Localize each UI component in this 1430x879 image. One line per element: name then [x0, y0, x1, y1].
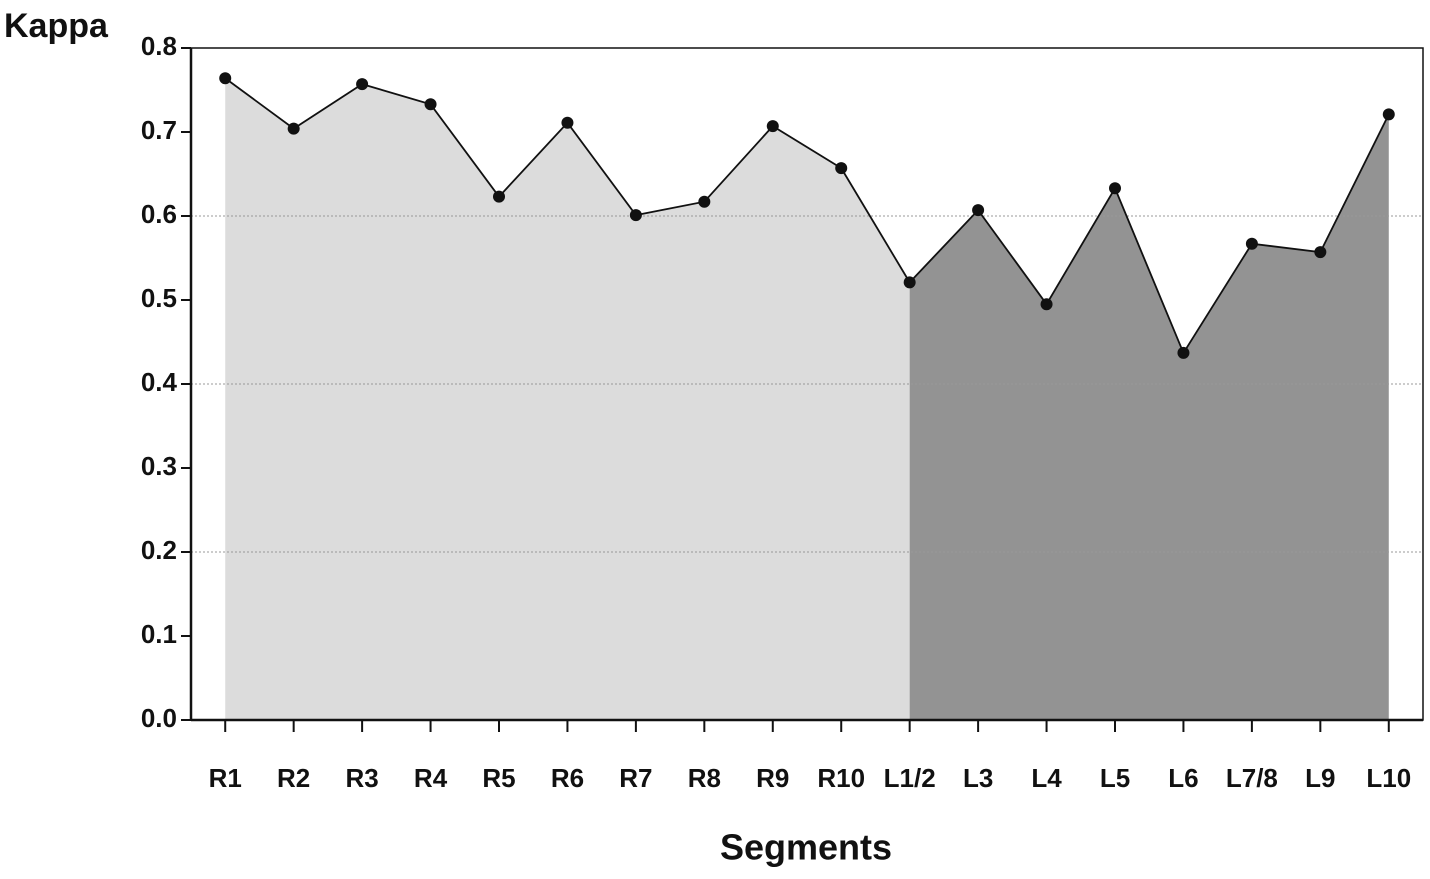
marker: [1245, 237, 1258, 250]
y-tick-label: 0.7: [141, 115, 177, 145]
x-tick-label: L4: [1031, 763, 1062, 793]
x-tick-label: R6: [551, 763, 584, 793]
connector: [840, 167, 911, 283]
y-tick-label: 0.4: [141, 367, 178, 397]
marker: [698, 195, 711, 208]
x-tick-label: R10: [817, 763, 865, 793]
y-tick-label: 0.6: [141, 199, 177, 229]
marker: [903, 276, 916, 289]
marker: [287, 122, 300, 135]
x-tick-label: L7/8: [1226, 763, 1278, 793]
marker: [219, 72, 232, 85]
x-tick-label: L10: [1366, 763, 1411, 793]
x-tick-label: R9: [756, 763, 789, 793]
line: [224, 77, 842, 217]
marker: [1040, 298, 1053, 311]
x-tick-label: R1: [209, 763, 242, 793]
marker: [561, 116, 574, 129]
x-tick-label: R3: [345, 763, 378, 793]
marker: [1109, 182, 1121, 195]
x-axis-label: Segments: [720, 827, 892, 868]
y-tick-label: 0.8: [141, 31, 177, 61]
marker: [1177, 346, 1190, 359]
marker: [835, 162, 848, 175]
marker: [356, 78, 369, 91]
x-tick-label: L1/2: [884, 763, 936, 793]
area: [225, 78, 910, 721]
y-tick-label: 0.3: [141, 451, 177, 481]
x-tick-label: L9: [1305, 763, 1335, 793]
marker: [972, 204, 985, 217]
marker: [1314, 246, 1327, 259]
y-tick-label: 0.2: [141, 535, 177, 565]
marker: [493, 190, 505, 203]
x-tick-label: R5: [482, 763, 515, 793]
marker: [766, 120, 779, 133]
y-tick-label: 0.1: [141, 619, 177, 649]
line: [909, 113, 1390, 355]
x-tick-label: R4: [414, 763, 448, 793]
y-tick-label: 0.0: [141, 703, 177, 733]
x-tick-label: R8: [688, 763, 721, 793]
area: [909, 114, 1389, 721]
y-axis-label: Kappa: [4, 7, 109, 45]
x-tick-label: L3: [963, 763, 993, 793]
marker: [1382, 108, 1395, 121]
x-tick-label: R7: [619, 763, 652, 793]
marker: [629, 209, 642, 222]
marker: [424, 98, 437, 111]
x-tick-label: L5: [1100, 763, 1130, 793]
x-tick-label: R2: [277, 763, 310, 793]
y-tick-label: 0.5: [141, 283, 177, 313]
x-tick-label: L6: [1168, 763, 1198, 793]
